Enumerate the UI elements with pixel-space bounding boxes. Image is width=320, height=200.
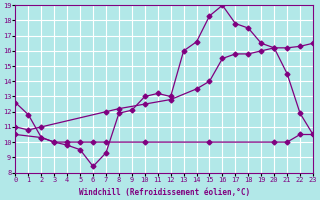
X-axis label: Windchill (Refroidissement éolien,°C): Windchill (Refroidissement éolien,°C) — [79, 188, 250, 197]
